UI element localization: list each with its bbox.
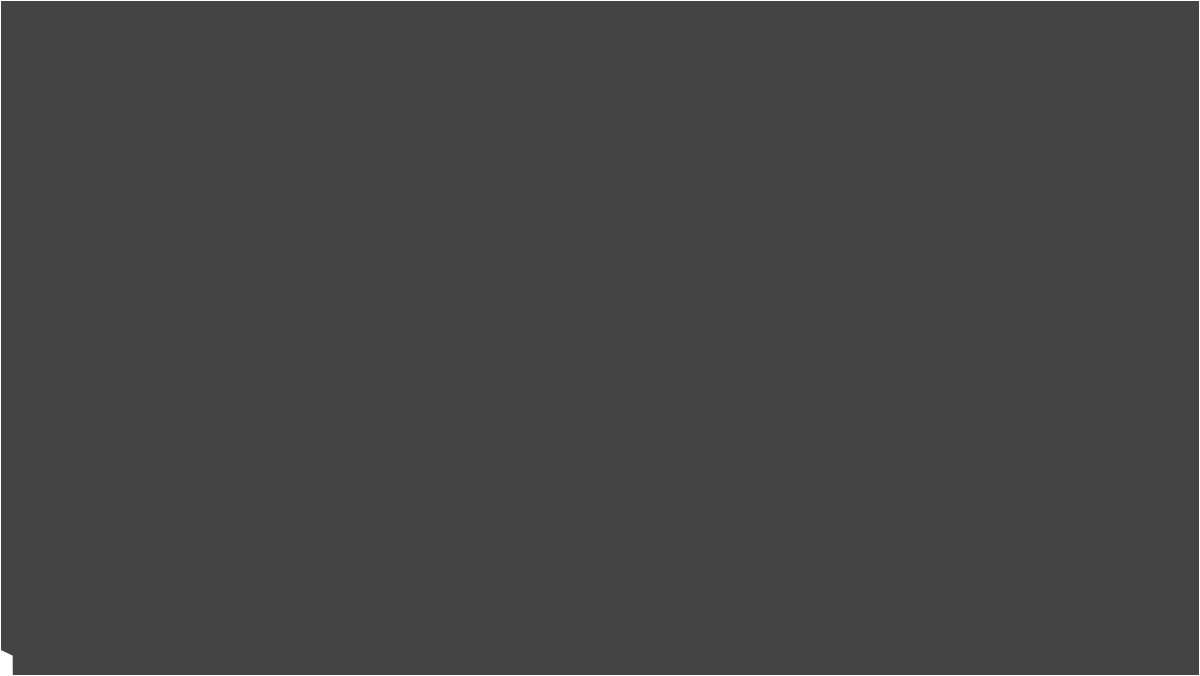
Text: CNTL: CNTL [1117, 654, 1150, 668]
Circle shape [642, 0, 1200, 608]
Text: TXD BUS DRVR: TXD BUS DRVR [736, 82, 835, 95]
Circle shape [0, 0, 648, 676]
Text: TXD Data: TXD Data [676, 225, 728, 235]
Text: Disable: Disable [1031, 283, 1073, 293]
Circle shape [127, 0, 1025, 676]
Circle shape [175, 0, 1073, 676]
Bar [690, 442, 899, 530]
Text: BUS RCVR: BUS RCVR [761, 313, 828, 327]
Circle shape [0, 0, 648, 557]
Text: Timer
OSC: Timer OSC [598, 553, 632, 581]
Text: LoadSwitch: LoadSwitch [758, 581, 830, 594]
Text: RXD: RXD [114, 412, 142, 425]
Bar [283, 136, 480, 435]
Circle shape [13, 213, 911, 676]
Circle shape [642, 0, 1200, 676]
Circle shape [450, 38, 1200, 676]
Text: Disable: Disable [820, 385, 860, 395]
Bar [690, 550, 899, 624]
Text: BUS: BUS [1117, 173, 1142, 187]
Text: TXD: TXD [115, 331, 142, 345]
Circle shape [127, 0, 1025, 676]
Text: Mode
Control: Mode Control [354, 270, 409, 302]
Circle shape [0, 0, 648, 608]
Circle shape [642, 38, 1200, 676]
Text: WaveshapingEnable: WaveshapingEnable [676, 175, 788, 185]
Text: Timers: Timers [442, 560, 484, 573]
Bar [558, 527, 672, 607]
Bar [384, 527, 540, 607]
Text: LOAD: LOAD [1117, 581, 1152, 594]
Text: $\mathsf{V_{BAT}}$: $\mathsf{V_{BAT}}$ [1117, 479, 1145, 493]
Text: MODE0: MODE0 [95, 103, 142, 116]
Text: MODE1: MODE1 [96, 153, 142, 166]
Text: HVWUEnable: HVWUEnable [676, 128, 749, 139]
Text: HVWUDetect: HVWUDetect [700, 344, 772, 354]
Text: Undervoltage
Detect: Undervoltage Detect [755, 472, 834, 500]
Bar [666, 69, 905, 270]
Bar [690, 301, 899, 416]
Text: MC33897: MC33897 [617, 639, 702, 656]
Circle shape [594, 0, 1200, 676]
Circle shape [346, 186, 1200, 676]
Bar [145, 18, 1109, 665]
Text: Disable: Disable [1031, 427, 1073, 437]
Text: GND: GND [1117, 631, 1146, 644]
Text: RXDData: RXDData [700, 385, 750, 395]
